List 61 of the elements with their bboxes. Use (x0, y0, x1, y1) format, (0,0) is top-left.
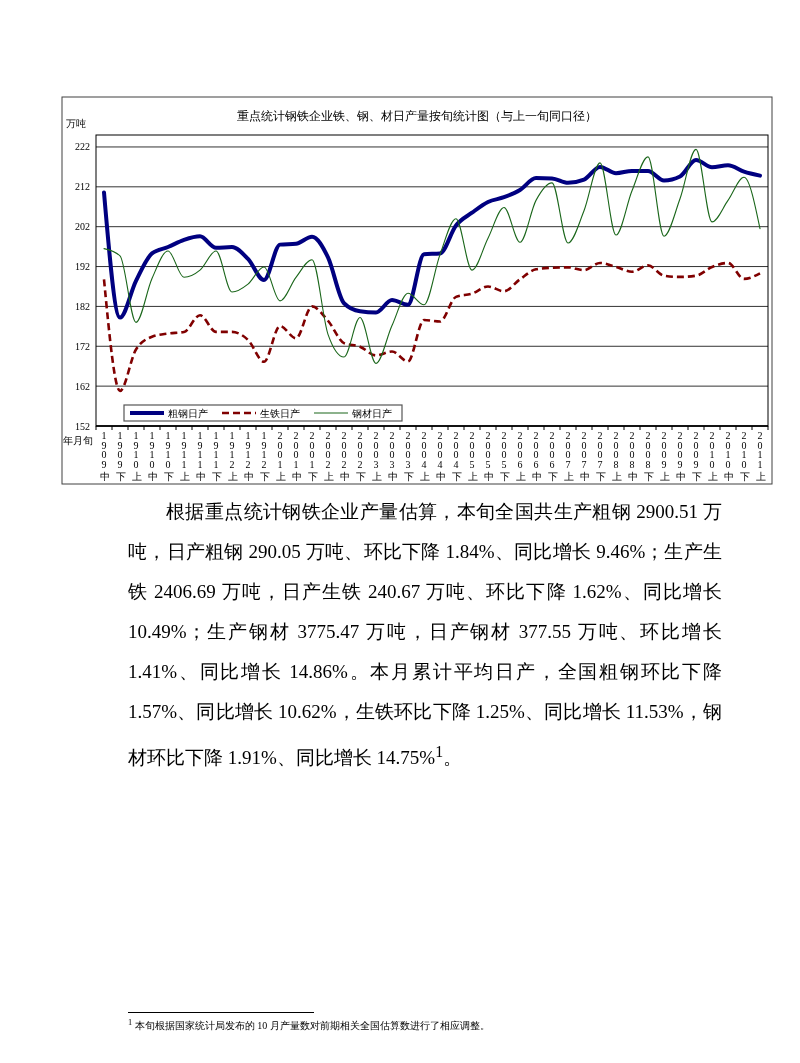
x-tick-label: 2010 上 (705, 430, 719, 482)
x-tick-label: 2006 中 (529, 430, 543, 482)
x-axis-title: 年月旬 (63, 435, 93, 446)
x-tick-label: 1909 中 (97, 430, 111, 482)
x-tick-label: 2001 中 (289, 430, 303, 482)
x-tick-label: 2010 下 (737, 430, 751, 482)
x-tick-label: 2005 下 (497, 430, 511, 482)
x-tick-label: 1911 下 (209, 430, 223, 482)
legend-label: 钢材日产 (351, 407, 392, 419)
y-tick-label: 222 (75, 141, 90, 153)
x-tick-label: 2002 上 (321, 430, 335, 482)
x-tick-label: 1912 上 (225, 430, 239, 482)
y-tick-label: 212 (75, 181, 90, 193)
x-tick-label: 2004 上 (417, 430, 431, 482)
x-tick-label: 2004 中 (433, 430, 447, 482)
x-tick-label: 1909 下 (113, 430, 127, 482)
y-tick-label: 152 (75, 420, 90, 432)
line-series (102, 261, 762, 393)
x-tick-label: 2002 下 (353, 430, 367, 482)
text: 根据重点统计钢铁企业产量估算，本旬全国共生产粗钢 2900.51 万吨，日产粗钢 290.05 万吨、环比下降 1.84%、同比增长 9.46%；生产生铁 2406.69 万吨，日产生铁 240.67 万吨、环比下降 1.62%、同比增长 10.49%；生产钢材 3775.47 万吨，日产钢材 377.55 万吨、环比增长 1.41%、同比增长 14.86%。本月累计平均日产，全国粗钢环比下降 1.57%、同比增长 10.62%，生铁环比下降 1.25%、同比增长 11.53%，钢材环比下降 1.91%、同比增长 14.75%$^{1}$。 (128, 501, 722, 769)
x-tick-label: 2003 中 (385, 430, 399, 482)
x-tick-label: 1912 下 (257, 430, 271, 482)
y-tick-label: 172 (75, 340, 90, 352)
x-tick-label: 2008 上 (609, 430, 623, 482)
x-tick-label: 2009 下 (689, 430, 703, 482)
x-tick-label: 2006 下 (545, 430, 559, 482)
x-tick-label: 1910 下 (161, 430, 175, 482)
x-tick-label: 2004 下 (449, 430, 463, 482)
chart-title: 重点统计钢铁企业铁、钢、材日产量按旬统计图（与上一旬同口径） (237, 109, 597, 123)
text: $^{1}$ 本旬根据国家统计局发布的 10 月产量数对前期相关全国估算数进行了相应调整。 (128, 1017, 491, 1034)
x-tick-label: 2003 上 (369, 430, 383, 482)
x-tick-label: 2006 上 (513, 430, 527, 482)
x-tick-label: 2011 上 (753, 430, 767, 482)
y-tick-label: 202 (75, 221, 90, 233)
legend-label: 生铁日产 (260, 407, 300, 419)
x-tick-label: 2010 中 (721, 430, 735, 482)
x-tick-label: 2007 中 (577, 430, 591, 482)
x-tick-label: 1911 上 (177, 430, 191, 482)
y-axis-title: 万吨 (66, 118, 86, 129)
x-tick-label: 2007 下 (593, 430, 607, 482)
y-tick-label: 162 (75, 380, 90, 392)
x-tick-label: 2001 下 (305, 430, 319, 482)
x-tick-label: 2007 上 (561, 430, 575, 482)
line-series (102, 158, 762, 320)
x-tick-label: 1911 中 (193, 430, 207, 482)
x-tick-label: 2009 中 (673, 430, 687, 482)
x-tick-label: 2001 上 (273, 430, 287, 482)
legend-label: 粗钢日产 (168, 407, 208, 419)
x-tick-label: 2002 中 (337, 430, 351, 482)
x-tick-label: 1910 上 (129, 430, 143, 482)
x-tick-label: 2003 下 (401, 430, 415, 482)
y-tick-label: 182 (75, 300, 90, 312)
x-tick-label: 2008 中 (625, 430, 639, 482)
x-tick-label: 1912 中 (241, 430, 255, 482)
line-series (103, 148, 761, 364)
x-tick-label: 2009 上 (657, 430, 671, 482)
x-tick-label: 2005 中 (481, 430, 495, 482)
y-tick-label: 192 (75, 261, 90, 273)
x-tick-label: 2005 上 (465, 430, 479, 482)
x-tick-label: 2008 下 (641, 430, 655, 482)
x-tick-label: 1910 中 (145, 430, 159, 482)
